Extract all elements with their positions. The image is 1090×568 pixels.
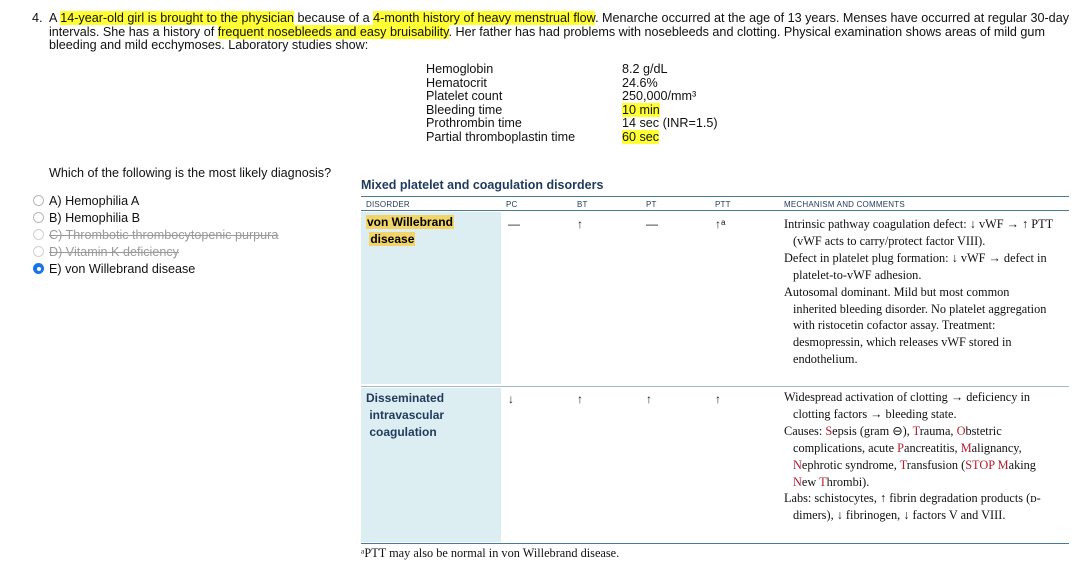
lab-row: Hematocrit 24.6% [426,75,718,91]
answer-option[interactable]: D) Vitamin K deficiency [33,243,278,260]
highlighted-text: 14-year-old girl is brought to the physi… [60,11,295,25]
radio-selected-icon[interactable] [33,263,44,274]
lab-value: 14 sec (INR=1.5) [622,116,718,131]
lab-value: 250,000/mm³ [622,89,697,104]
stem-text: because of a [294,11,374,25]
lab-row: Bleeding time 10 min [426,102,718,118]
answer-option[interactable]: A) Hemophilia A [33,192,278,209]
header-mechanism: MECHANISM AND COMMENTS [784,200,905,209]
table-top-rule [361,196,1069,197]
highlighted-text: 4-month history of heavy menstrual flow [373,11,596,25]
lab-name: Bleeding time [426,102,503,117]
dic-mechanism: Widespread activation of clotting → defi… [784,389,1054,524]
vwd-bt: ↑ [577,217,583,231]
dic-ptt: ↑ [715,392,721,406]
header-bt: BT [577,200,588,209]
header-pc: PC [506,200,518,209]
option-label[interactable]: A) Hemophilia A [49,193,140,208]
dic-name-line3: coagulation [369,425,437,439]
lab-value: 24.6% [622,75,658,90]
vwd-pt: — [646,217,658,231]
dic-pc: ↓ [508,392,514,406]
stem-text: . Menarche occurred at the age of 13 yea… [49,11,1069,39]
lab-value: 8.2 g/dL [622,62,668,76]
lab-row: Hemoglobin 8.2 g/dL [426,62,718,77]
stem-text: A [49,11,61,25]
option-label[interactable]: E) von Willebrand disease [49,261,196,276]
lab-name: Partial thromboplastin time [426,129,576,144]
question-number: 4. [32,11,43,25]
dic-pt: ↑ [646,392,652,406]
lab-row: Prothrombin time 14 sec (INR=1.5) [426,117,718,131]
header-ptt: PTT [715,200,731,209]
lab-values-table: Hemoglobin 8.2 g/dL Hematocrit 24.6% Platele… [426,62,718,145]
lab-name: Hematocrit [426,75,487,90]
radio-icon[interactable] [33,246,44,257]
vwd-mech-3: Autosomal dominant. Mild but most common… [784,284,1047,367]
stem-text: . Her father has had problems with noseb… [49,24,1045,53]
header-pt: PT [646,200,657,209]
highlighted-text: frequent nosebleeds and easy bruisabilit… [217,24,449,39]
radio-icon[interactable] [33,212,44,223]
vwd-ptt: ↑ᵃ [715,217,726,231]
table-footnote: ᵃPTT may also be normal in von Willebran… [361,546,620,560]
option-label[interactable]: C) Thrombotic thrombocytopenic purpura [49,227,279,242]
radio-icon[interactable] [33,195,44,206]
dic-name-line1: Disseminated [366,391,445,405]
vwd-mechanism: Intrinsic pathway coagulation defect: ↓ … [784,216,1054,368]
dic-row-shade [361,388,501,542]
vwd-mech-1: Intrinsic pathway coagulation defect: ↓ … [784,217,1053,248]
answer-options: A) Hemophilia A B) Hemophilia B C) Thrombo… [33,192,278,277]
dic-mech-1: Widespread activation of clotting → defi… [784,390,1031,421]
lab-row: Platelet count 250,000/mm³ [426,89,718,104]
header-disorder: DISORDER [366,200,410,209]
vwd-name-line1: von Willebrand [366,215,454,229]
dic-causes: Causes: Sepsis (gram ⊖), Trauma, Obstetr… [784,423,1036,489]
lab-value: 10 min [622,102,660,117]
radio-icon[interactable] [33,229,44,240]
disorder-dic: Disseminated intravascular coagulation [366,390,444,441]
lab-name: Hemoglobin [426,62,494,76]
answer-option[interactable]: E) von Willebrand disease [33,260,278,277]
option-label[interactable]: B) Hemophilia B [49,210,140,225]
lab-value: 60 sec [622,129,660,144]
question-prompt: Which of the following is the most likel… [49,166,332,180]
question-stem: 4. A 14-year-old girl is brought to the … [32,11,1083,53]
vwd-mech-2: Defect in platelet plug formation: ↓ vWF… [784,250,1047,282]
answer-option[interactable]: B) Hemophilia B [33,209,278,226]
table-row-divider [361,386,1069,387]
table-header-rule [361,210,1069,211]
answer-option[interactable]: C) Thrombotic thrombocytopenic purpura [33,226,278,243]
dic-bt: ↑ [577,392,583,406]
question-body: A 14-year-old girl is brought to the phy… [49,11,1083,53]
dic-labs: Labs: schistocytes, ↑ fibrin degradation… [784,491,1041,523]
dic-name-line2: intravascular [369,408,445,422]
disorder-vwd: von Willebrand disease [366,214,454,248]
table-title: Mixed platelet and coagulation disorders [361,178,604,192]
lab-name: Platelet count [426,89,503,104]
vwd-pc: — [508,217,520,231]
table-bottom-rule [361,543,1069,544]
lab-row: Partial thromboplastin time 60 sec [426,129,718,145]
option-label[interactable]: D) Vitamin K deficiency [49,244,179,259]
lab-name: Prothrombin time [426,116,522,131]
vwd-name-line2: disease [369,232,416,246]
